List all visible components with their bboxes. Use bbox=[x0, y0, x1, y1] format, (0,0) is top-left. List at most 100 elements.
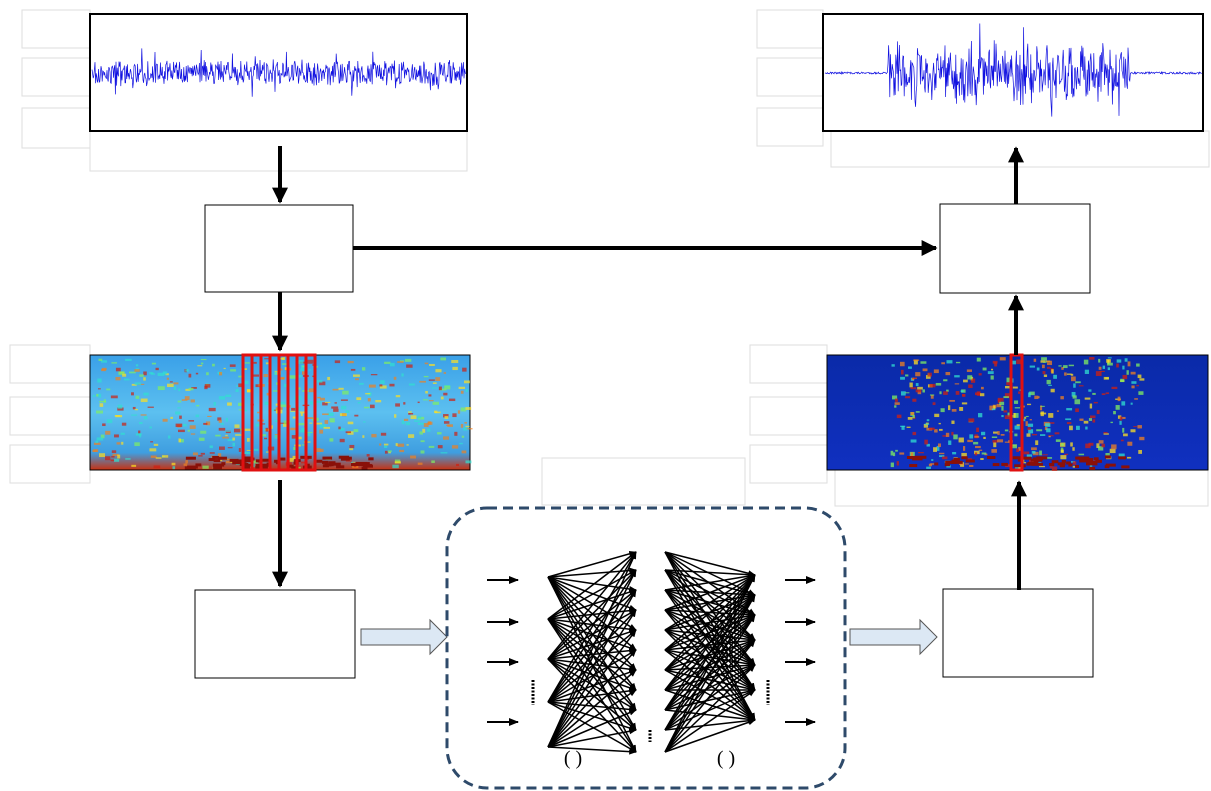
texture bbox=[1075, 381, 1081, 383]
texture bbox=[1071, 376, 1076, 381]
texture bbox=[925, 424, 930, 425]
texture bbox=[1138, 375, 1142, 378]
texture bbox=[116, 368, 121, 372]
texture bbox=[1138, 391, 1143, 395]
texture bbox=[1024, 452, 1030, 455]
texture bbox=[446, 425, 450, 426]
texture bbox=[156, 368, 159, 370]
texture bbox=[316, 423, 322, 425]
texture bbox=[201, 359, 207, 360]
texture bbox=[1049, 463, 1054, 466]
texture bbox=[1121, 401, 1125, 405]
texture bbox=[429, 446, 435, 448]
texture bbox=[214, 459, 221, 462]
texture bbox=[994, 362, 997, 366]
texture bbox=[371, 374, 377, 375]
texture bbox=[115, 377, 120, 380]
texture bbox=[136, 364, 138, 366]
texture bbox=[1003, 396, 1009, 398]
texture bbox=[214, 402, 216, 406]
texture bbox=[362, 367, 365, 370]
texture bbox=[117, 442, 121, 444]
texture bbox=[1070, 442, 1073, 446]
texture bbox=[1040, 413, 1046, 415]
texture bbox=[920, 361, 926, 363]
texture bbox=[1012, 361, 1016, 365]
texture bbox=[309, 388, 314, 392]
texture bbox=[385, 451, 388, 454]
texture bbox=[930, 463, 934, 465]
texture bbox=[349, 445, 354, 448]
texture bbox=[421, 450, 425, 453]
texture bbox=[107, 419, 113, 423]
texture bbox=[1118, 456, 1126, 459]
texture bbox=[963, 380, 968, 383]
diagram: ( ) ( ) bbox=[0, 0, 1211, 791]
texture bbox=[1018, 391, 1020, 393]
texture bbox=[1103, 366, 1105, 369]
texture bbox=[310, 401, 312, 404]
texture bbox=[163, 419, 168, 422]
texture bbox=[912, 378, 915, 380]
texture bbox=[1075, 465, 1079, 468]
texture bbox=[421, 440, 425, 442]
texture bbox=[222, 437, 229, 439]
texture bbox=[993, 463, 1000, 466]
texture bbox=[1015, 407, 1020, 408]
texture bbox=[913, 360, 919, 361]
texture bbox=[201, 453, 205, 455]
texture bbox=[1103, 432, 1107, 433]
texture bbox=[922, 389, 925, 392]
texture bbox=[1089, 418, 1092, 421]
texture bbox=[1052, 460, 1059, 463]
texture bbox=[1089, 357, 1094, 360]
texture bbox=[1026, 421, 1028, 426]
texture bbox=[395, 461, 401, 463]
texture bbox=[324, 427, 331, 429]
texture bbox=[168, 435, 170, 438]
texture bbox=[354, 429, 359, 432]
texture bbox=[317, 460, 323, 463]
texture bbox=[1001, 463, 1008, 466]
texture bbox=[998, 398, 1004, 402]
texture bbox=[1106, 392, 1109, 394]
texture bbox=[1136, 385, 1139, 386]
texture bbox=[939, 429, 943, 431]
texture bbox=[1041, 357, 1047, 360]
texture bbox=[371, 434, 376, 437]
texture bbox=[390, 363, 395, 366]
texture bbox=[1122, 366, 1124, 370]
texture bbox=[1027, 404, 1031, 405]
texture bbox=[1060, 455, 1066, 459]
texture bbox=[967, 440, 973, 442]
texture bbox=[1116, 405, 1120, 410]
texture bbox=[364, 407, 370, 409]
texture bbox=[945, 461, 956, 464]
texture bbox=[429, 364, 435, 366]
texture bbox=[238, 383, 241, 387]
texture bbox=[427, 429, 430, 432]
texture bbox=[1005, 415, 1010, 419]
texture bbox=[1043, 371, 1046, 374]
texture bbox=[380, 380, 385, 384]
texture bbox=[1000, 357, 1006, 360]
texture bbox=[891, 463, 894, 468]
texture bbox=[139, 422, 143, 424]
texture bbox=[284, 384, 287, 387]
texture bbox=[245, 362, 250, 363]
texture bbox=[900, 426, 905, 427]
texture bbox=[1118, 397, 1121, 401]
texture bbox=[941, 362, 945, 364]
texture bbox=[434, 411, 437, 413]
texture bbox=[368, 398, 371, 401]
texture bbox=[1031, 447, 1037, 450]
texture bbox=[1084, 421, 1089, 424]
texture bbox=[225, 395, 231, 397]
texture bbox=[916, 411, 920, 413]
texture bbox=[1137, 425, 1142, 428]
texture bbox=[444, 421, 449, 424]
texture bbox=[444, 372, 446, 374]
texture bbox=[185, 466, 196, 469]
texture bbox=[105, 456, 110, 460]
texture bbox=[230, 364, 236, 367]
